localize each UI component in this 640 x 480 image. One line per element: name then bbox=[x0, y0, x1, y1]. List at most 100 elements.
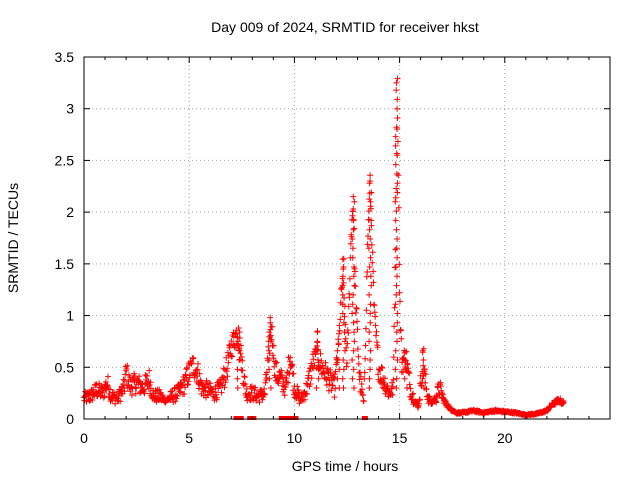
data-point bbox=[287, 354, 294, 361]
data-point bbox=[394, 189, 401, 196]
data-point bbox=[392, 347, 399, 354]
data-point bbox=[351, 329, 358, 336]
data-point bbox=[367, 236, 374, 242]
data-point bbox=[117, 398, 124, 405]
data-point bbox=[121, 377, 128, 384]
data-point bbox=[129, 392, 135, 399]
data-point bbox=[188, 360, 195, 367]
data-point bbox=[367, 347, 374, 354]
data-point bbox=[419, 375, 426, 382]
data-point bbox=[421, 385, 428, 391]
data-point bbox=[361, 369, 368, 376]
data-point bbox=[265, 343, 272, 350]
data-point bbox=[358, 381, 365, 387]
data-point bbox=[341, 329, 348, 336]
data-point bbox=[393, 124, 400, 131]
data-point bbox=[362, 342, 369, 349]
data-point bbox=[218, 389, 225, 396]
data-point bbox=[351, 264, 357, 270]
x-axis-label: GPS time / hours bbox=[292, 458, 399, 474]
data-point bbox=[374, 344, 381, 351]
data-point bbox=[136, 373, 143, 380]
data-point bbox=[262, 379, 269, 386]
data-point bbox=[349, 357, 356, 363]
data-point bbox=[214, 394, 220, 401]
y-tick-label: 1 bbox=[66, 308, 74, 324]
data-point bbox=[276, 375, 283, 382]
data-point bbox=[394, 338, 400, 345]
data-point bbox=[390, 354, 397, 361]
data-point bbox=[337, 316, 344, 323]
data-point bbox=[366, 329, 373, 336]
data-point bbox=[367, 172, 374, 179]
data-point bbox=[266, 347, 272, 354]
data-point bbox=[351, 198, 358, 205]
data-point bbox=[263, 375, 270, 381]
data-point bbox=[344, 360, 350, 366]
data-point bbox=[156, 386, 163, 393]
data-point bbox=[402, 348, 409, 355]
data-point bbox=[336, 385, 343, 391]
data-point bbox=[334, 357, 341, 363]
data-point bbox=[267, 338, 274, 345]
data-point bbox=[340, 279, 347, 286]
data-point bbox=[367, 198, 374, 205]
data-point bbox=[343, 344, 350, 351]
data-point bbox=[367, 366, 374, 373]
data-point bbox=[397, 327, 404, 334]
data-point bbox=[366, 375, 373, 382]
data-point bbox=[392, 198, 399, 205]
data-point bbox=[310, 356, 317, 363]
data-point bbox=[349, 208, 356, 215]
y-tick-label: 3.5 bbox=[55, 49, 75, 65]
data-point bbox=[181, 391, 188, 397]
data-point bbox=[308, 375, 315, 382]
data-point bbox=[266, 357, 273, 363]
data-point bbox=[367, 357, 374, 363]
data-point bbox=[433, 399, 440, 406]
data-point bbox=[202, 387, 209, 394]
data-point bbox=[354, 318, 361, 325]
data-point bbox=[339, 375, 346, 382]
y-axis-label: SRMTID / TECUs bbox=[5, 183, 21, 293]
data-point bbox=[355, 353, 362, 360]
data-point bbox=[350, 193, 357, 200]
data-point bbox=[267, 332, 274, 339]
data-point bbox=[351, 338, 358, 345]
data-point bbox=[236, 335, 243, 341]
data-point bbox=[393, 79, 400, 86]
data-point bbox=[406, 370, 413, 377]
data-point bbox=[147, 379, 154, 386]
data-point bbox=[394, 96, 401, 103]
data-point bbox=[340, 319, 347, 326]
data-point bbox=[370, 279, 377, 286]
data-point bbox=[364, 269, 371, 275]
data-point bbox=[366, 196, 373, 203]
data-point bbox=[270, 355, 277, 362]
data-point bbox=[346, 275, 353, 282]
data-point bbox=[240, 382, 247, 389]
data-point bbox=[392, 133, 399, 140]
data-point bbox=[328, 387, 335, 394]
data-point bbox=[239, 357, 246, 364]
data-point bbox=[285, 379, 292, 386]
data-point bbox=[222, 377, 229, 383]
data-point bbox=[350, 226, 357, 233]
data-point bbox=[332, 368, 339, 375]
data-point bbox=[92, 382, 99, 389]
data-point bbox=[372, 322, 379, 329]
data-point bbox=[373, 328, 380, 335]
data-point bbox=[360, 398, 367, 405]
data-point bbox=[368, 282, 375, 289]
data-point bbox=[190, 355, 197, 362]
data-point bbox=[393, 264, 399, 270]
data-point bbox=[400, 369, 406, 376]
data-point bbox=[236, 357, 243, 363]
data-point bbox=[394, 319, 401, 326]
data-point bbox=[121, 388, 128, 395]
data-point bbox=[101, 393, 108, 400]
data-point bbox=[266, 329, 273, 336]
data-point bbox=[366, 291, 373, 298]
data-point bbox=[132, 384, 139, 391]
